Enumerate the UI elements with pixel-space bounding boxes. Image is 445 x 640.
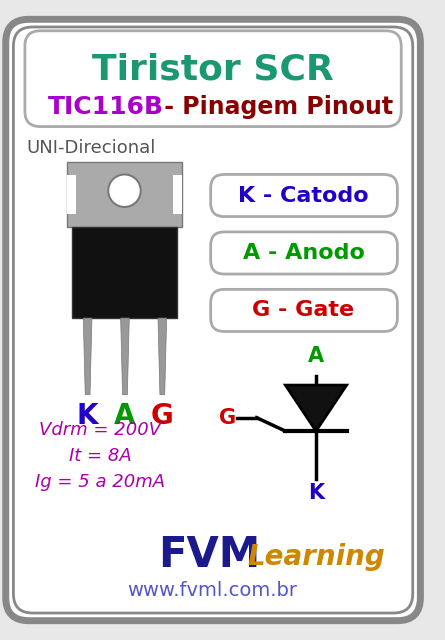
FancyBboxPatch shape (25, 31, 401, 127)
FancyBboxPatch shape (210, 175, 397, 216)
Text: Tiristor SCR: Tiristor SCR (92, 52, 333, 86)
Text: A: A (114, 402, 135, 429)
FancyBboxPatch shape (13, 27, 413, 613)
Circle shape (108, 175, 141, 207)
Text: Learning: Learning (247, 543, 385, 572)
Polygon shape (83, 318, 92, 395)
Text: TIC116B: TIC116B (48, 95, 164, 120)
Polygon shape (158, 318, 166, 395)
FancyBboxPatch shape (173, 175, 182, 214)
Text: K: K (308, 483, 324, 503)
FancyBboxPatch shape (210, 289, 397, 332)
Text: Vdrm = 200V: Vdrm = 200V (40, 421, 162, 439)
FancyBboxPatch shape (6, 19, 421, 621)
Text: www.fvml.com.br: www.fvml.com.br (128, 582, 298, 600)
Text: Ig = 5 a 20mA: Ig = 5 a 20mA (36, 473, 166, 491)
Text: UNI-Direcional: UNI-Direcional (27, 139, 156, 157)
Text: It = 8A: It = 8A (69, 447, 132, 465)
Text: K - Catodo: K - Catodo (238, 186, 369, 205)
FancyBboxPatch shape (67, 175, 76, 214)
Polygon shape (121, 318, 129, 395)
FancyBboxPatch shape (210, 232, 397, 274)
FancyBboxPatch shape (72, 227, 177, 318)
Text: G: G (150, 402, 173, 429)
Polygon shape (285, 385, 347, 431)
Text: - Pinagem Pinout: - Pinagem Pinout (156, 95, 393, 120)
Text: FVM: FVM (158, 534, 260, 575)
Text: K: K (77, 402, 98, 429)
Text: G: G (219, 408, 236, 428)
Text: A: A (308, 346, 324, 366)
Text: G - Gate: G - Gate (252, 300, 355, 321)
Text: A - Anodo: A - Anodo (243, 243, 364, 263)
FancyBboxPatch shape (67, 162, 182, 227)
